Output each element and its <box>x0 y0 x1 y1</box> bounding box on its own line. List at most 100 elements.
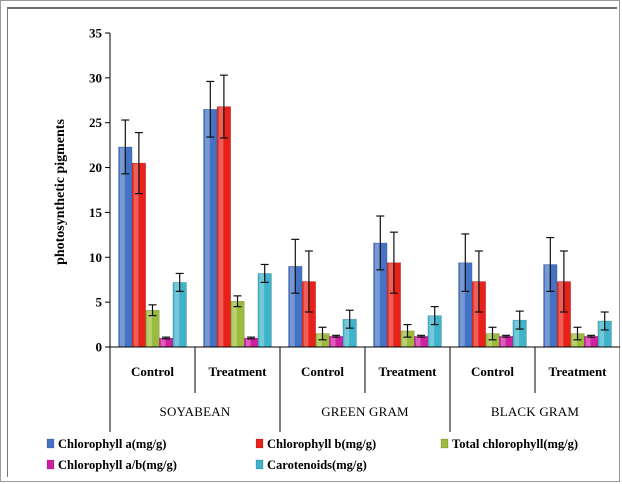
legend-swatch <box>255 459 264 470</box>
error-bar <box>134 131 143 195</box>
error-bar <box>417 334 426 338</box>
x-group-label: SOYABEAN <box>160 404 231 419</box>
legend-swatch <box>46 438 55 449</box>
error-bar <box>502 334 511 338</box>
legend-label: Total chlorophyll(mg/g) <box>452 437 578 451</box>
bar-highlight <box>344 319 350 347</box>
x-category-label: Treatment <box>379 364 438 379</box>
bar-highlight <box>545 264 550 347</box>
error-bar <box>304 250 313 313</box>
bar-highlight <box>290 266 295 347</box>
bar <box>216 106 231 348</box>
bar-highlight <box>375 243 380 347</box>
error-bar <box>376 215 385 271</box>
bar-highlight <box>120 147 125 347</box>
bar-highlight <box>160 338 166 347</box>
error-bar <box>546 236 555 292</box>
error-bar <box>219 74 228 139</box>
error-bar <box>332 334 341 338</box>
legend-item: Carotenoids(mg/g) <box>255 458 367 472</box>
axes <box>109 33 620 432</box>
bar-highlight <box>415 336 421 347</box>
bar <box>172 282 187 348</box>
bar-highlight <box>174 282 180 347</box>
error-bar <box>430 306 439 326</box>
error-bar <box>175 272 184 292</box>
legend-item: Total chlorophyll(mg/g) <box>440 437 578 451</box>
bar-highlight <box>585 336 591 347</box>
x-category-label: Control <box>131 364 174 379</box>
error-bar <box>318 326 327 341</box>
legend-item: Chlorophyll a(mg/g) <box>46 437 166 451</box>
bar-highlight <box>473 282 479 347</box>
bar-highlight <box>259 273 265 347</box>
error-bar <box>587 334 596 338</box>
error-bar <box>559 250 568 313</box>
legend: Chlorophyll a(mg/g) Chlorophyll b(mg/g) To… <box>46 437 578 472</box>
legend-label: Chlorophyll a/b(mg/g) <box>58 458 177 472</box>
frame-top-border <box>7 7 617 9</box>
bar-highlight <box>599 321 605 347</box>
y-tick-label: 10 <box>89 250 102 265</box>
y-tick-label: 30 <box>89 70 102 85</box>
bar-highlight <box>133 163 139 347</box>
y-tick-label: 25 <box>89 115 103 130</box>
error-bar <box>233 295 242 308</box>
bar <box>584 335 599 348</box>
bar <box>499 335 514 348</box>
bar-highlight <box>402 331 407 347</box>
legend-item: Chlorophyll b(mg/g) <box>255 437 376 451</box>
bar-highlight <box>245 338 251 347</box>
y-tick-label: 20 <box>89 160 102 175</box>
error-bar <box>162 336 171 340</box>
error-bar <box>206 80 215 138</box>
error-bar <box>247 336 256 340</box>
error-bar <box>260 263 269 284</box>
error-bar <box>121 119 130 175</box>
x-group-label: GREEN GRAM <box>321 404 409 419</box>
bar-highlight <box>232 301 237 347</box>
bar <box>203 109 218 348</box>
error-bar <box>515 310 524 330</box>
x-category-label: Treatment <box>209 364 268 379</box>
legend-item: Chlorophyll a/b(mg/g) <box>46 458 177 472</box>
legend-label: Carotenoids(mg/g) <box>267 458 367 472</box>
error-bar <box>403 323 412 338</box>
bar <box>414 335 429 348</box>
error-bar <box>148 304 157 317</box>
x-category-labels: Control Treatment Control Treatment Control T… <box>131 364 607 379</box>
x-group-labels: SOYABEAN GREEN GRAM BLACK GRAM <box>160 404 580 419</box>
bar-highlight <box>147 310 152 347</box>
bar-highlight <box>514 320 520 347</box>
y-axis-ticks: 0 5 10 15 20 25 30 35 <box>89 26 110 355</box>
error-bar <box>474 250 483 313</box>
bar-highlight <box>303 282 309 347</box>
legend-label: Chlorophyll b(mg/g) <box>267 437 376 451</box>
bar-highlight <box>205 109 210 347</box>
y-tick-label: 0 <box>96 340 103 355</box>
bar-highlight <box>460 263 465 347</box>
error-bar <box>345 309 354 329</box>
legend-swatch <box>46 459 55 470</box>
bar-highlight <box>500 336 506 347</box>
bar <box>230 300 245 348</box>
bar-highlight <box>429 316 435 347</box>
bar-highlight <box>330 336 336 347</box>
y-axis-label: photosynthetic pigments <box>53 119 68 265</box>
error-bar <box>461 233 470 292</box>
y-tick-label: 15 <box>89 205 103 220</box>
bar <box>257 273 272 348</box>
error-bar <box>600 311 609 331</box>
bars <box>118 106 612 348</box>
y-tick-label: 35 <box>89 26 103 41</box>
bar-highlight <box>558 282 564 347</box>
error-bar <box>488 326 497 341</box>
legend-label: Chlorophyll a(mg/g) <box>58 437 166 451</box>
x-category-label: Control <box>471 364 514 379</box>
error-bar <box>573 326 582 341</box>
error-bar <box>389 231 398 294</box>
error-bars <box>121 74 609 341</box>
frame-left-border <box>7 7 8 477</box>
